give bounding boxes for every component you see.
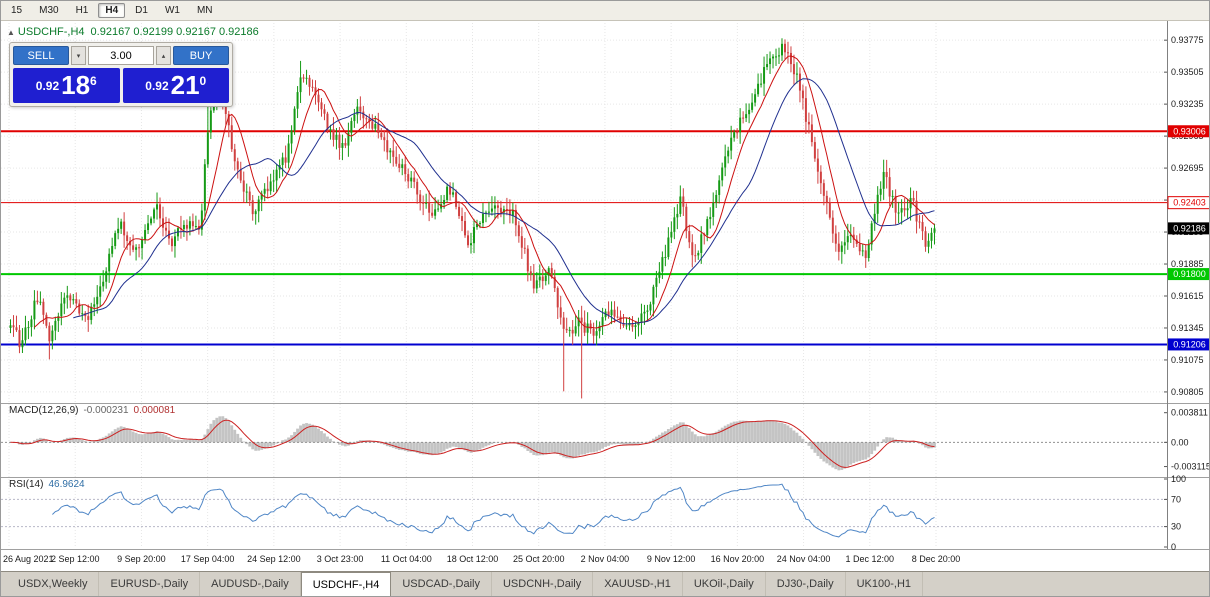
svg-text:0.91615: 0.91615 xyxy=(1171,291,1204,301)
svg-text:0.93775: 0.93775 xyxy=(1171,35,1204,45)
svg-text:0.90805: 0.90805 xyxy=(1171,387,1204,397)
svg-text:0.003811: 0.003811 xyxy=(1171,408,1208,418)
volume-increase-button[interactable]: ▴ xyxy=(156,46,171,65)
chart-tab-dj30-daily[interactable]: DJ30-,Daily xyxy=(766,572,846,596)
svg-text:9 Nov 12:00: 9 Nov 12:00 xyxy=(647,554,696,564)
svg-text:24 Sep 12:00: 24 Sep 12:00 xyxy=(247,554,301,564)
svg-text:2 Sep 12:00: 2 Sep 12:00 xyxy=(51,554,100,564)
chart-title: ▲ USDCHF-,H4 0.92167 0.92199 0.92167 0.921… xyxy=(7,26,259,38)
svg-text:0.92695: 0.92695 xyxy=(1171,163,1204,173)
sell-price-prefix: 0.92 xyxy=(35,79,60,93)
timeframe-button-H1[interactable]: H1 xyxy=(75,5,89,16)
volume-decrease-button[interactable]: ▾ xyxy=(71,46,86,65)
rsi-name: RSI(14) xyxy=(9,479,44,490)
svg-text:0.91075: 0.91075 xyxy=(1171,355,1204,365)
svg-text:0.00: 0.00 xyxy=(1171,437,1189,447)
svg-text:24 Nov 04:00: 24 Nov 04:00 xyxy=(777,554,831,564)
svg-text:0.92403: 0.92403 xyxy=(1173,198,1206,208)
candlesticks[interactable] xyxy=(9,38,936,399)
buy-price-pipette: 0 xyxy=(199,74,207,88)
chart-tab-usdchf-h4[interactable]: USDCHF-,H4 xyxy=(300,572,392,596)
sell-price-pipette: 6 xyxy=(90,74,97,88)
timeframe-button-MN[interactable]: MN xyxy=(196,5,213,16)
price-axis[interactable]: 0.937750.935050.932350.929650.926950.924… xyxy=(1,21,1210,552)
svg-text:11 Oct 04:00: 11 Oct 04:00 xyxy=(381,554,432,564)
macd-name: MACD(12,26,9) xyxy=(9,405,79,416)
svg-text:70: 70 xyxy=(1171,494,1181,504)
chart-tab-bar: USDX,Weekly EURUSD-,Daily AUDUSD-,Daily USD… xyxy=(1,571,1209,596)
chart-tab-uk100-h1[interactable]: UK100-,H1 xyxy=(846,572,924,596)
chart-tab-audusd-daily[interactable]: AUDUSD-,Daily xyxy=(200,572,301,596)
svg-text:30: 30 xyxy=(1171,522,1181,532)
buy-price-prefix: 0.92 xyxy=(145,79,169,93)
moving-average-lines xyxy=(34,55,935,329)
chart-tab-usdcad-daily[interactable]: USDCAD-,Daily xyxy=(391,572,492,596)
svg-text:0.92186: 0.92186 xyxy=(1173,223,1206,233)
svg-text:0.91206: 0.91206 xyxy=(1173,339,1206,349)
chart-symbol-period: USDCHF-,H4 xyxy=(17,26,85,38)
macd-indicator-label: MACD(12,26,9) -0.000231 0.000081 xyxy=(9,405,175,416)
svg-text:100: 100 xyxy=(1171,474,1186,484)
chart-ohlc-values: 0.92167 0.92199 0.92167 0.92186 xyxy=(90,26,259,38)
chart-canvas[interactable]: 0.937750.935050.932350.929650.926950.924… xyxy=(1,21,1210,573)
timeframe-button-D1[interactable]: D1 xyxy=(135,5,148,16)
svg-text:26 Aug 2021: 26 Aug 2021 xyxy=(3,554,54,564)
svg-text:1 Dec 12:00: 1 Dec 12:00 xyxy=(846,554,895,564)
svg-text:0.91345: 0.91345 xyxy=(1171,323,1204,333)
svg-text:0.93235: 0.93235 xyxy=(1171,99,1204,109)
buy-price-main: 21 xyxy=(170,70,200,100)
svg-text:3 Oct 23:00: 3 Oct 23:00 xyxy=(317,554,364,564)
svg-text:0.91885: 0.91885 xyxy=(1171,259,1204,269)
sell-price-main: 18 xyxy=(61,70,91,100)
svg-text:0.93505: 0.93505 xyxy=(1171,67,1204,77)
svg-text:18 Oct 12:00: 18 Oct 12:00 xyxy=(447,554,499,564)
sell-price-button[interactable]: 0.92 18 6 xyxy=(13,68,120,103)
chart-tab-xauusd-h1[interactable]: XAUUSD-,H1 xyxy=(593,572,683,596)
chart-tab-eurusd-daily[interactable]: EURUSD-,Daily xyxy=(99,572,201,596)
macd-signal-value: 0.000081 xyxy=(133,405,176,416)
svg-text:0.93006: 0.93006 xyxy=(1173,126,1206,136)
indicator-panes xyxy=(1,416,1167,538)
svg-text:8 Dec 20:00: 8 Dec 20:00 xyxy=(912,554,961,564)
buy-button[interactable]: BUY xyxy=(173,46,229,65)
chart-tab-usdx-weekly[interactable]: USDX,Weekly xyxy=(7,572,100,596)
horizontal-price-lines[interactable] xyxy=(1,130,1167,346)
macd-main-value: -0.000231 xyxy=(83,405,129,416)
timeframe-button-H4[interactable]: H4 xyxy=(98,3,126,18)
rsi-value: 46.9624 xyxy=(48,479,85,490)
svg-text:25 Oct 20:00: 25 Oct 20:00 xyxy=(513,554,565,564)
chart-tab-ukoil-daily[interactable]: UKOil-,Daily xyxy=(683,572,766,596)
one-click-collapse-icon[interactable]: ▲ xyxy=(7,28,15,37)
svg-text:-0.003115: -0.003115 xyxy=(1171,462,1210,472)
rsi-indicator-label: RSI(14) 46.9624 xyxy=(9,479,85,490)
svg-text:17 Sep 04:00: 17 Sep 04:00 xyxy=(181,554,235,564)
volume-input[interactable] xyxy=(88,46,154,65)
svg-text:16 Nov 20:00: 16 Nov 20:00 xyxy=(711,554,765,564)
svg-text:0.91800: 0.91800 xyxy=(1173,269,1206,279)
timeframe-button-M30[interactable]: M30 xyxy=(39,5,59,16)
svg-text:9 Sep 20:00: 9 Sep 20:00 xyxy=(117,554,166,564)
timeframe-button-W1[interactable]: W1 xyxy=(164,5,180,16)
svg-text:0: 0 xyxy=(1171,542,1176,552)
timeframe-toolbar: 15 M30 H1 H4 D1 W1 MN xyxy=(1,1,1209,21)
svg-text:2 Nov 04:00: 2 Nov 04:00 xyxy=(581,554,630,564)
chart-tab-usdcnh-daily[interactable]: USDCNH-,Daily xyxy=(492,572,594,596)
timeframe-button-15[interactable]: 15 xyxy=(11,5,23,16)
sell-button[interactable]: SELL xyxy=(13,46,69,65)
buy-price-button[interactable]: 0.92 21 0 xyxy=(122,68,229,103)
